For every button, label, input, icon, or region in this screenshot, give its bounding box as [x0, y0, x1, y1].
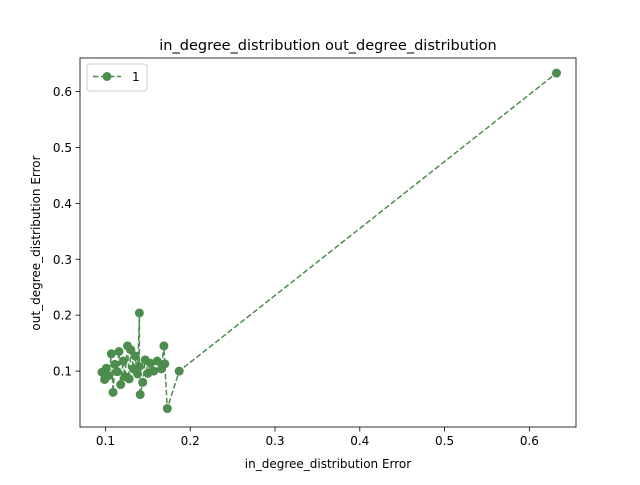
- data-point: [135, 390, 145, 400]
- data-point: [114, 347, 124, 357]
- y-tick-label: 0.6: [53, 85, 72, 99]
- data-point: [110, 359, 120, 369]
- data-point: [145, 358, 155, 368]
- data-point: [104, 371, 114, 381]
- data-point: [159, 341, 169, 351]
- legend: 1: [86, 63, 148, 92]
- data-point: [174, 366, 184, 376]
- data-point: [134, 308, 144, 318]
- data-point: [112, 367, 122, 377]
- series-layer: [97, 68, 561, 414]
- data-point: [130, 351, 140, 361]
- data-point: [134, 362, 144, 372]
- y-tick-label: 0.5: [53, 141, 72, 155]
- x-tick-label: 0.5: [435, 434, 454, 448]
- data-point: [101, 363, 111, 373]
- data-point: [133, 369, 143, 379]
- y-axis-label: out_degree_distribution Error: [29, 155, 43, 330]
- x-tick-label: 0.2: [181, 434, 200, 448]
- data-point: [138, 377, 148, 387]
- x-tick-label: 0.3: [265, 434, 284, 448]
- x-tick-label: 0.4: [350, 434, 369, 448]
- y-tick-label: 0.2: [53, 309, 72, 323]
- chart-title: in_degree_distribution out_degree_distri…: [159, 38, 496, 54]
- legend-box: [86, 63, 148, 92]
- x-tick-label: 0.6: [520, 434, 539, 448]
- data-point: [118, 356, 128, 366]
- y-tick-label: 0.3: [53, 253, 72, 267]
- y-axis-ticks: 0.1 0.2 0.3 0.4 0.5 0.6: [53, 85, 80, 379]
- x-axis-label: in_degree_distribution Error: [245, 457, 412, 471]
- y-tick-label: 0.1: [53, 365, 72, 379]
- legend-entry-label: 1: [132, 70, 140, 84]
- data-point: [108, 387, 118, 397]
- legend-marker-swatch: [102, 72, 112, 81]
- data-point: [160, 359, 170, 369]
- data-point: [116, 380, 126, 390]
- x-tick-label: 0.1: [96, 434, 115, 448]
- data-point: [149, 366, 159, 376]
- y-tick-label: 0.4: [53, 197, 72, 211]
- data-point: [106, 349, 116, 359]
- x-axis-ticks: 0.1 0.2 0.3 0.4 0.5 0.6: [96, 427, 539, 448]
- data-point: [124, 374, 134, 384]
- data-point: [152, 356, 162, 366]
- data-point: [162, 404, 172, 414]
- data-point: [551, 68, 561, 78]
